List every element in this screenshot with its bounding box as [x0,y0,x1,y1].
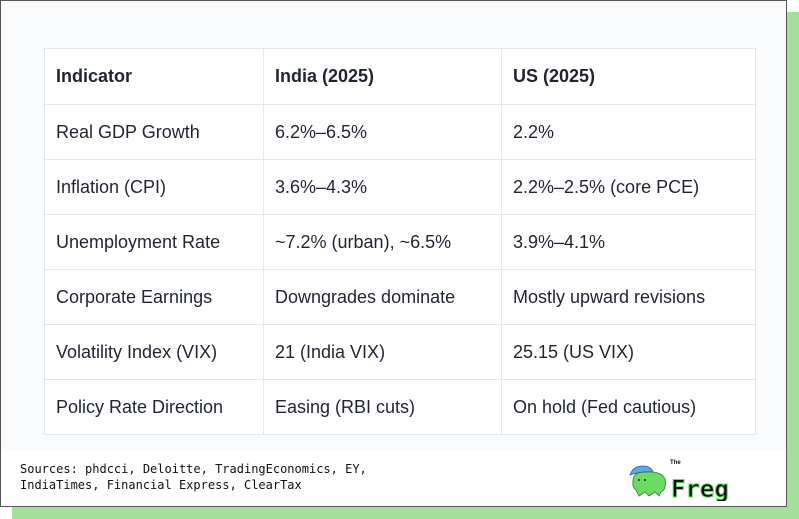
comparison-table: Indicator India (2025) US (2025) Real GD… [44,48,756,435]
table-cell: Policy Rate Direction [44,379,264,435]
table-row: Policy Rate Direction Easing (RBI cuts) On… [44,379,756,435]
table-cell: 2.2% [501,104,756,160]
table-cell: Corporate Earnings [44,269,264,325]
table-cell: Easing (RBI cuts) [263,379,502,435]
sources-note: Sources: phdcci, Deloitte, TradingEconom… [20,462,367,492]
table-cell: Real GDP Growth [44,104,264,160]
infographic-card: Indicator India (2025) US (2025) Real GD… [0,0,787,507]
svg-text:Freg: Freg [671,475,729,501]
table-cell: Mostly upward revisions [501,269,756,325]
header-cell: US (2025) [501,48,756,105]
table-cell: Inflation (CPI) [44,159,264,215]
table-cell: On hold (Fed cautious) [501,379,756,435]
table-row: Real GDP Growth 6.2%–6.5% 2.2% [44,104,756,160]
header-cell: Indicator [44,48,264,105]
table-header-row: Indicator India (2025) US (2025) [44,48,756,105]
table-row: Unemployment Rate ~7.2% (urban), ~6.5% 3.9… [44,214,756,270]
table-cell: 2.2%–2.5% (core PCE) [501,159,756,215]
table-cell: 6.2%–6.5% [263,104,502,160]
table-cell: Volatility Index (VIX) [44,324,264,380]
frog-mascot-icon [629,465,666,497]
table-cell: 25.15 (US VIX) [501,324,756,380]
the-freg-logo: The Freg [629,460,729,501]
table-row: Inflation (CPI) 3.6%–4.3% 2.2%–2.5% (core … [44,159,756,215]
table-cell: ~7.2% (urban), ~6.5% [263,214,502,270]
header-cell: India (2025) [263,48,502,105]
table-row: Corporate Earnings Downgrades dominate Mos… [44,269,756,325]
table-cell: 3.9%–4.1% [501,214,756,270]
table-row: Volatility Index (VIX) 21 (India VIX) 25.1… [44,324,756,380]
table-cell: Downgrades dominate [263,269,502,325]
table-cell: Unemployment Rate [44,214,264,270]
svg-text:The: The [670,460,681,466]
table-cell: 21 (India VIX) [263,324,502,380]
table-cell: 3.6%–4.3% [263,159,502,215]
